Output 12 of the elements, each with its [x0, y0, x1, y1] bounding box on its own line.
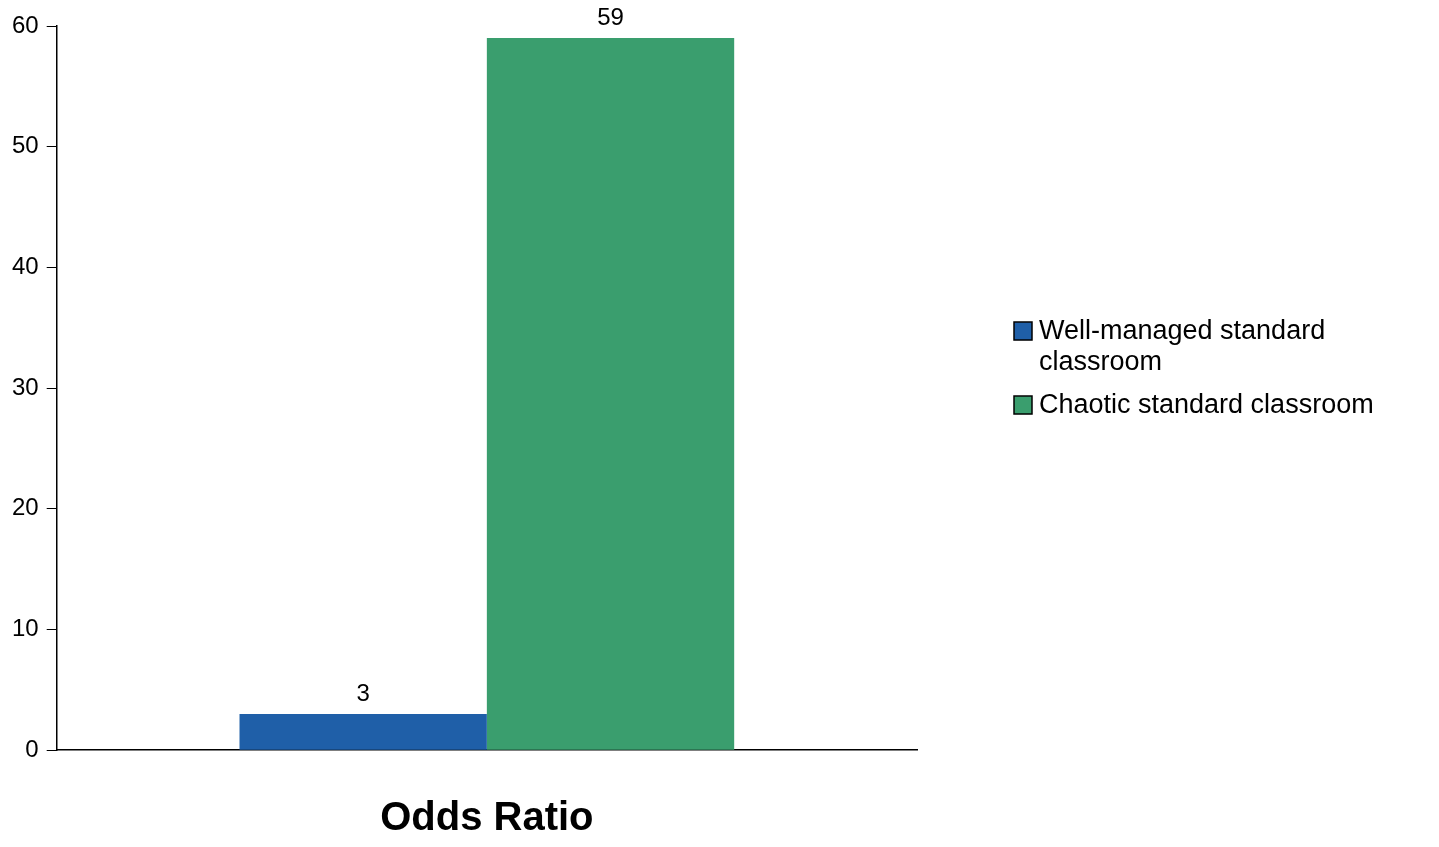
y-tick-label: 40: [11, 252, 39, 280]
x-axis-title: Odds Ratio: [380, 794, 594, 839]
y-tick-label: 60: [11, 10, 39, 38]
y-tick-label: 50: [11, 131, 39, 159]
y-tick-label: 0: [25, 734, 39, 762]
data-label: 59: [597, 2, 624, 30]
data-label: 3: [356, 678, 370, 706]
y-tick-label: 10: [11, 614, 39, 642]
y-tick-label: 30: [11, 372, 39, 400]
legend-label: Chaotic standard classroom: [1039, 388, 1374, 419]
y-tick-label: 20: [11, 493, 39, 521]
legend-label: Well-managed standard classroom: [1039, 314, 1326, 376]
